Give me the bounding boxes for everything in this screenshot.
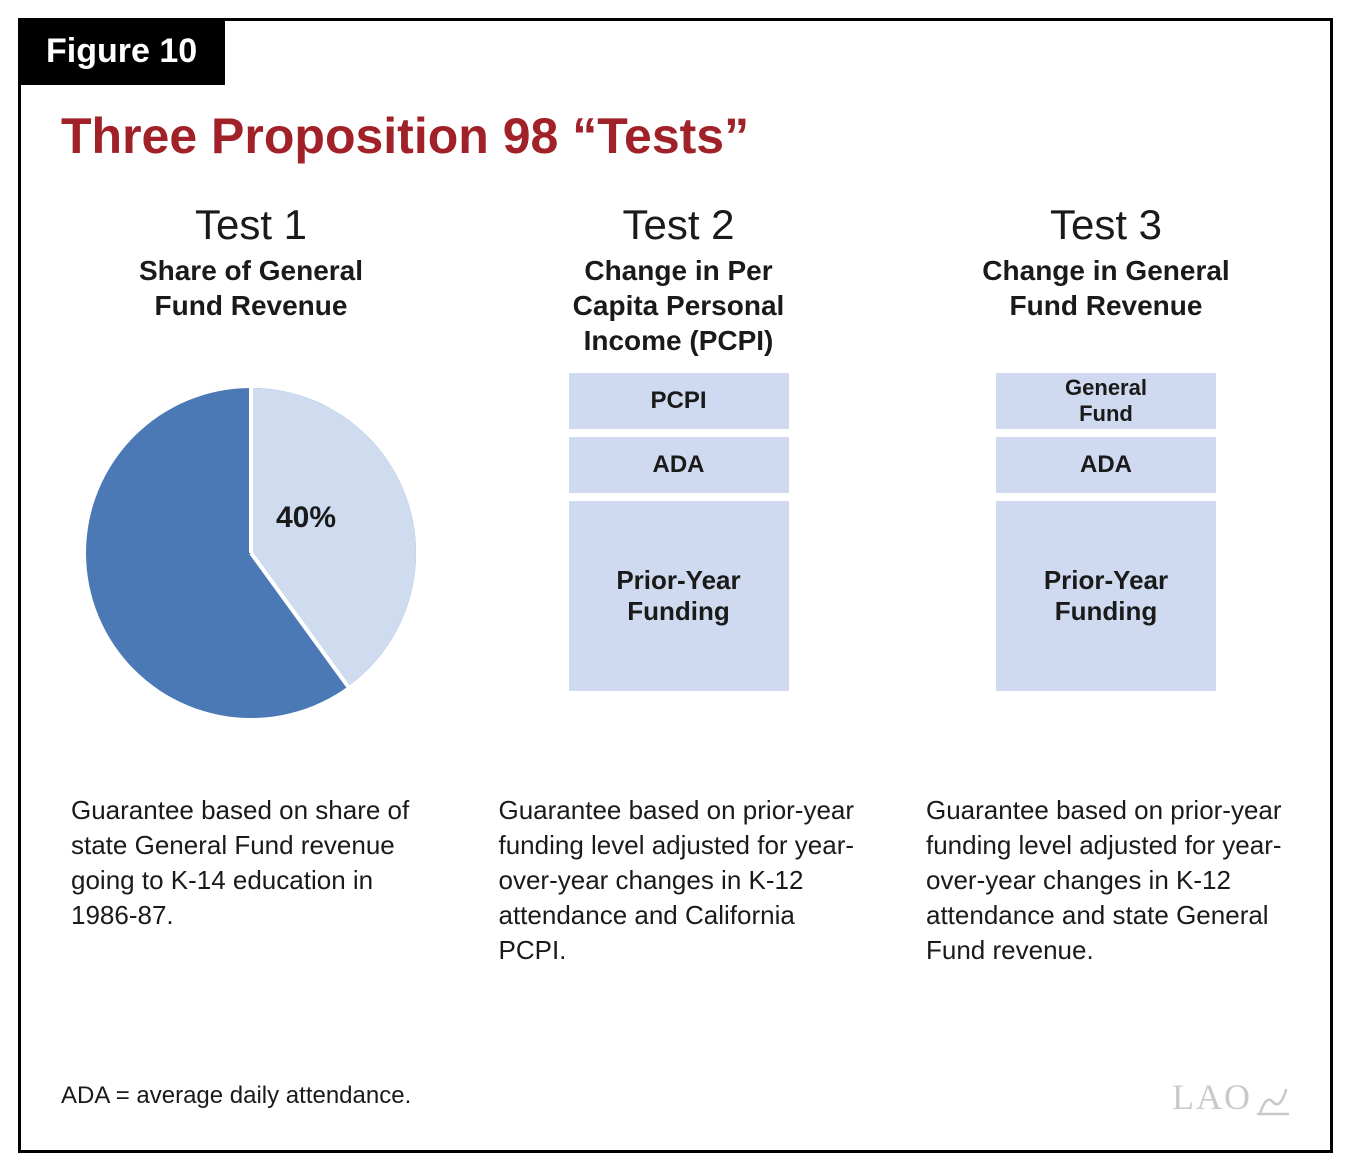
lao-logo: LAO xyxy=(1172,1076,1290,1118)
figure-frame: Figure 10 Three Proposition 98 “Tests” T… xyxy=(18,18,1333,1153)
test-3-description: Guarantee based on prior-year funding le… xyxy=(926,793,1286,968)
pie-slice-label: 40% xyxy=(276,501,336,535)
test-1-visual: 40% xyxy=(61,373,441,763)
test-3-box-prior: Prior-YearFunding xyxy=(996,501,1216,691)
test-3-box-gf: GeneralFund xyxy=(996,373,1216,429)
test-columns: Test 1 Share of GeneralFund Revenue 40% … xyxy=(61,201,1296,968)
test-1-subtitle: Share of GeneralFund Revenue xyxy=(139,253,363,363)
pie-svg xyxy=(81,383,421,723)
test-2-box-prior: Prior-YearFunding xyxy=(569,501,789,691)
test-3-column: Test 3 Change in GeneralFund Revenue Gen… xyxy=(916,201,1296,968)
test-3-title: Test 3 xyxy=(1050,201,1162,249)
test-3-box-ada: ADA xyxy=(996,437,1216,493)
test-2-description: Guarantee based on prior-year funding le… xyxy=(499,793,859,968)
test-3-visual: GeneralFund ADA Prior-YearFunding xyxy=(916,373,1296,763)
test-2-box-ada: ADA xyxy=(569,437,789,493)
main-title: Three Proposition 98 “Tests” xyxy=(61,107,749,165)
lao-logo-text: LAO xyxy=(1172,1076,1252,1118)
footnote: ADA = average daily attendance. xyxy=(61,1082,411,1110)
test-2-title: Test 2 xyxy=(622,201,734,249)
test-1-column: Test 1 Share of GeneralFund Revenue 40% … xyxy=(61,201,441,968)
figure-label-tab: Figure 10 xyxy=(18,18,225,85)
pie-chart: 40% xyxy=(81,383,421,723)
test-2-box-pcpi: PCPI xyxy=(569,373,789,429)
test-3-subtitle: Change in GeneralFund Revenue xyxy=(982,253,1229,363)
lao-logo-icon xyxy=(1256,1084,1290,1118)
test-1-title: Test 1 xyxy=(195,201,307,249)
test-2-subtitle: Change in PerCapita PersonalIncome (PCPI… xyxy=(573,253,785,363)
test-2-column: Test 2 Change in PerCapita PersonalIncom… xyxy=(489,201,869,968)
test-1-description: Guarantee based on share of state Genera… xyxy=(71,793,431,933)
figure-label: Figure 10 xyxy=(46,32,197,70)
test-2-visual: PCPI ADA Prior-YearFunding xyxy=(489,373,869,763)
